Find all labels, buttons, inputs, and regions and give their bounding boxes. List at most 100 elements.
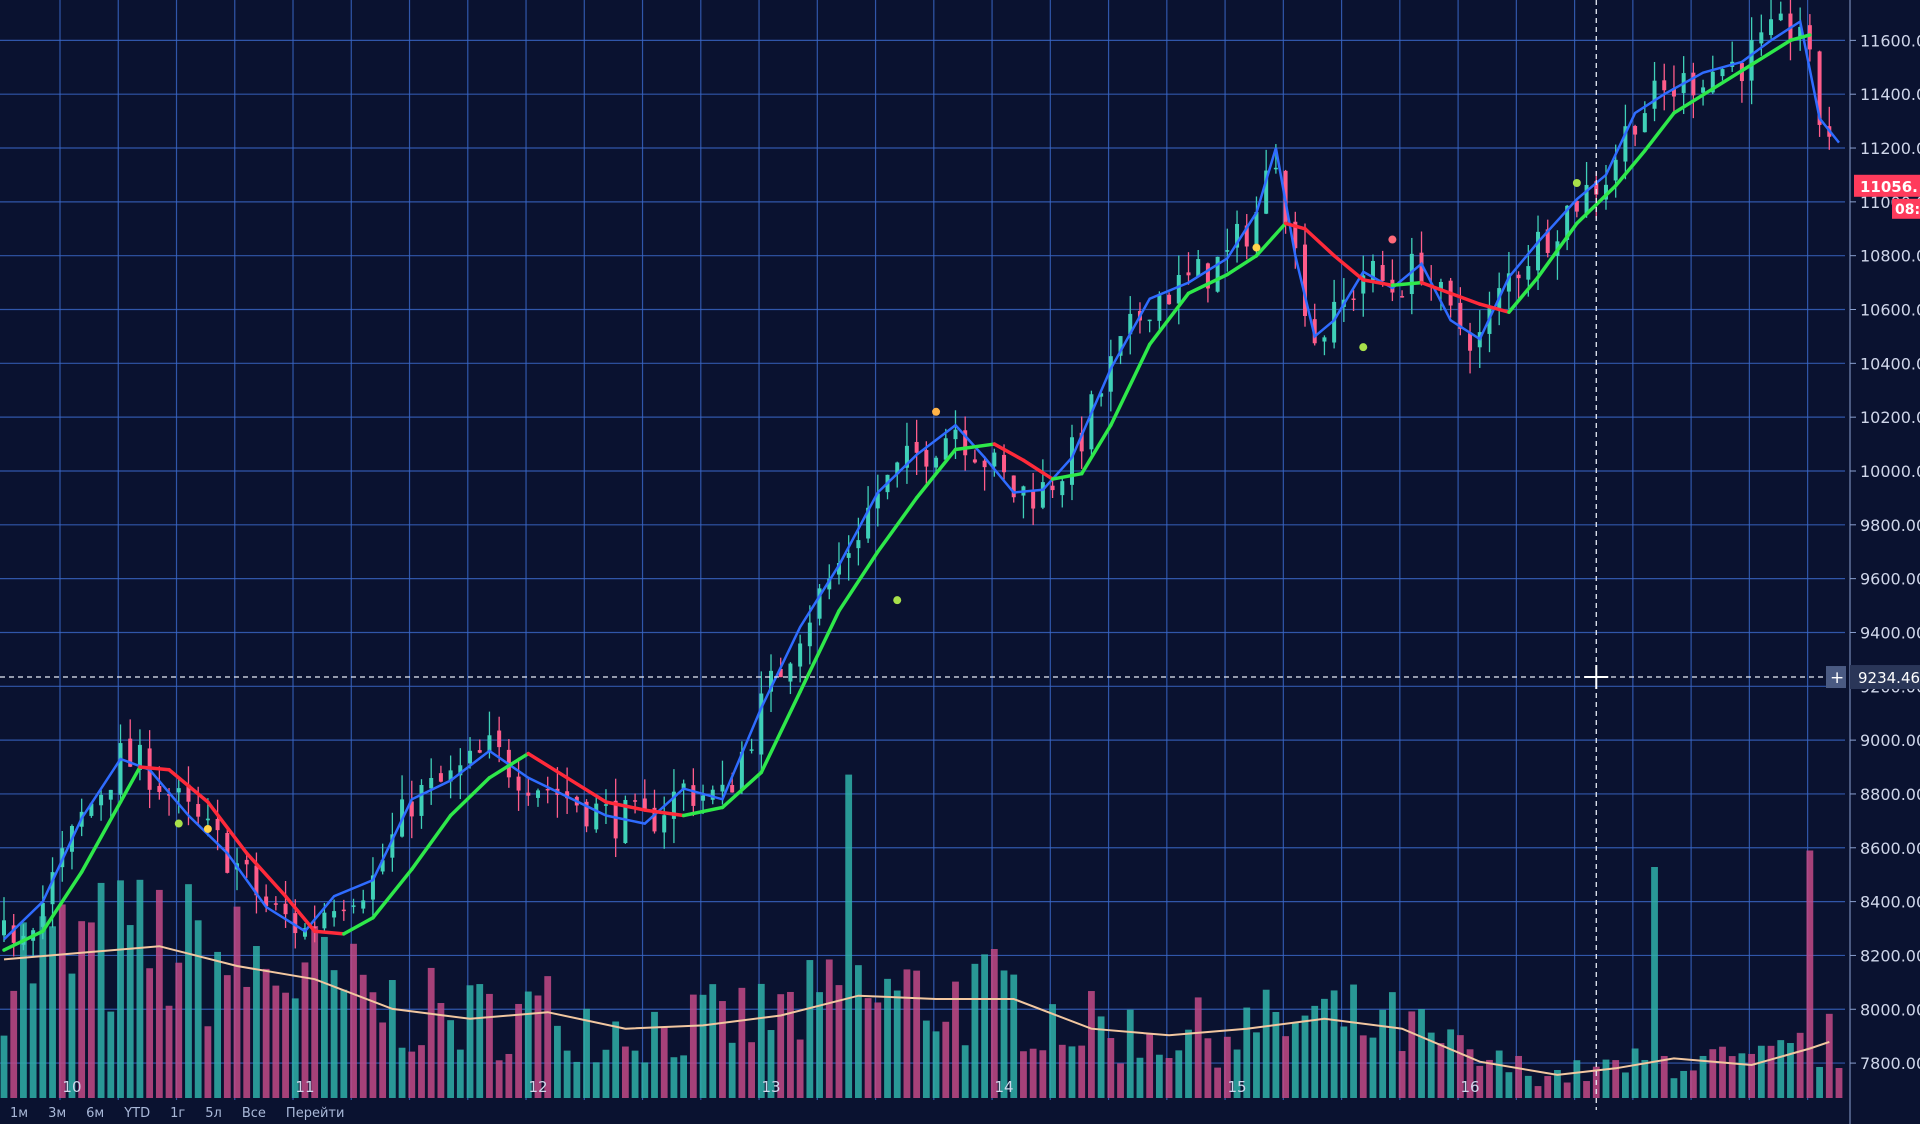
range-all[interactable]: Все bbox=[241, 1105, 266, 1121]
candlesticks bbox=[2, 0, 1832, 957]
price-tick-label: 10200.00 bbox=[1860, 408, 1920, 427]
candle-body bbox=[594, 803, 599, 830]
last-price-label: 11056. bbox=[1860, 178, 1918, 196]
candle-body bbox=[1031, 490, 1036, 509]
volume-bar bbox=[1495, 1050, 1503, 1098]
candle-body bbox=[934, 457, 939, 468]
candle-body bbox=[749, 749, 754, 751]
volume-bar bbox=[1350, 984, 1357, 1098]
price-tick-label: 9000.00 bbox=[1860, 731, 1920, 750]
volume-bar bbox=[1311, 1005, 1319, 1098]
volume-bar bbox=[272, 985, 280, 1098]
candle-body bbox=[312, 926, 317, 929]
price-tick-label: 8400.00 bbox=[1860, 893, 1920, 912]
volume-bar bbox=[408, 1051, 416, 1098]
candle-body bbox=[409, 801, 414, 817]
candle-body bbox=[322, 912, 327, 929]
candle-body bbox=[895, 462, 900, 475]
volume-bar bbox=[1437, 1043, 1445, 1098]
candle-body bbox=[205, 818, 210, 821]
candle-body bbox=[167, 794, 172, 796]
crosshair-price-label: 9234.46 bbox=[1858, 669, 1920, 687]
time-tick-label: 10 bbox=[62, 1078, 81, 1096]
candle-body bbox=[836, 562, 841, 575]
volume-bar bbox=[1709, 1049, 1717, 1098]
candle-body bbox=[351, 905, 356, 907]
ma-slow-segment bbox=[1643, 111, 1676, 153]
price-tick-label: 8000.00 bbox=[1860, 1000, 1920, 1019]
goto-button[interactable]: Перейти bbox=[285, 1105, 345, 1121]
plus-icon[interactable]: + bbox=[1830, 668, 1844, 688]
ma-slow-segment bbox=[1254, 221, 1288, 258]
volume-bar bbox=[456, 1049, 464, 1098]
volume-bar bbox=[1466, 1049, 1474, 1098]
candle-body bbox=[89, 803, 94, 816]
candle-body bbox=[953, 429, 958, 440]
candle-body bbox=[429, 778, 434, 789]
time-axis[interactable]: 10 11 12 13 14 15 16 bbox=[62, 1078, 1479, 1096]
ma-slow-segment bbox=[565, 776, 608, 804]
volume-bar bbox=[670, 1057, 678, 1098]
volume-bar bbox=[854, 965, 862, 1098]
ma-slow-segment bbox=[681, 805, 725, 818]
volume-bar bbox=[583, 1008, 590, 1098]
candle-body bbox=[516, 776, 521, 791]
ma-slow-segment bbox=[1575, 183, 1618, 226]
candle-body bbox=[769, 670, 774, 692]
volume-bar bbox=[1097, 1016, 1105, 1098]
range-ytd[interactable]: YTD bbox=[124, 1105, 151, 1121]
candle-body bbox=[1089, 394, 1094, 450]
volume-bar bbox=[1456, 1035, 1464, 1098]
range-1m[interactable]: 1м bbox=[10, 1105, 29, 1121]
candle-body bbox=[710, 789, 715, 800]
candle-body bbox=[1633, 125, 1638, 135]
candle-body bbox=[137, 744, 142, 770]
volume-bar bbox=[942, 1021, 950, 1098]
volume-bar bbox=[1680, 1070, 1688, 1098]
volume-bar bbox=[990, 949, 998, 1098]
range-3m[interactable]: 3м bbox=[48, 1105, 67, 1121]
candle-body bbox=[2, 920, 6, 936]
candle-body bbox=[1516, 274, 1521, 279]
volume-average-line bbox=[3, 945, 1830, 1076]
candle-body bbox=[118, 743, 123, 795]
volume-bar bbox=[602, 1049, 610, 1098]
candle-body bbox=[1458, 302, 1463, 329]
candle-body bbox=[1351, 298, 1356, 301]
volume-bar bbox=[243, 986, 251, 1098]
ma-slow-segment bbox=[759, 689, 802, 775]
candle-body bbox=[1196, 259, 1201, 277]
volume-bars bbox=[0, 774, 1843, 1098]
candle-body bbox=[798, 643, 803, 667]
candle-body bbox=[603, 804, 608, 806]
candle-body bbox=[1400, 296, 1405, 298]
candle-body bbox=[730, 785, 735, 793]
volume-bar bbox=[1602, 1059, 1610, 1098]
volume-bar bbox=[39, 916, 47, 1098]
volume-bar bbox=[68, 973, 76, 1098]
range-1y[interactable]: 1г bbox=[170, 1105, 186, 1121]
range-5y[interactable]: 5л bbox=[205, 1105, 222, 1121]
volume-bar bbox=[505, 1053, 513, 1098]
ma-slow-segment bbox=[720, 770, 764, 810]
candle-body bbox=[1603, 184, 1608, 200]
ma-slow-segment bbox=[244, 851, 288, 898]
price-tick-label: 11200.00 bbox=[1860, 139, 1920, 158]
candle-body bbox=[1778, 13, 1783, 21]
volume-bar bbox=[777, 994, 785, 1098]
volume-bar bbox=[1262, 989, 1270, 1098]
candle-body bbox=[1079, 432, 1084, 452]
add-level-button[interactable] bbox=[1826, 666, 1846, 689]
price-tick-label: 11600.00 bbox=[1860, 31, 1920, 50]
volume-bar bbox=[1330, 990, 1338, 1098]
candle-body bbox=[1380, 265, 1385, 281]
candle-body bbox=[1264, 170, 1269, 214]
range-6m[interactable]: 6м bbox=[86, 1105, 105, 1121]
candle-body bbox=[390, 834, 395, 858]
candle-body bbox=[545, 788, 550, 791]
volume-bar bbox=[893, 990, 901, 1098]
volume-bar bbox=[1583, 1081, 1590, 1098]
volume-bar bbox=[554, 1025, 561, 1098]
ma-slow-segment bbox=[312, 929, 346, 936]
